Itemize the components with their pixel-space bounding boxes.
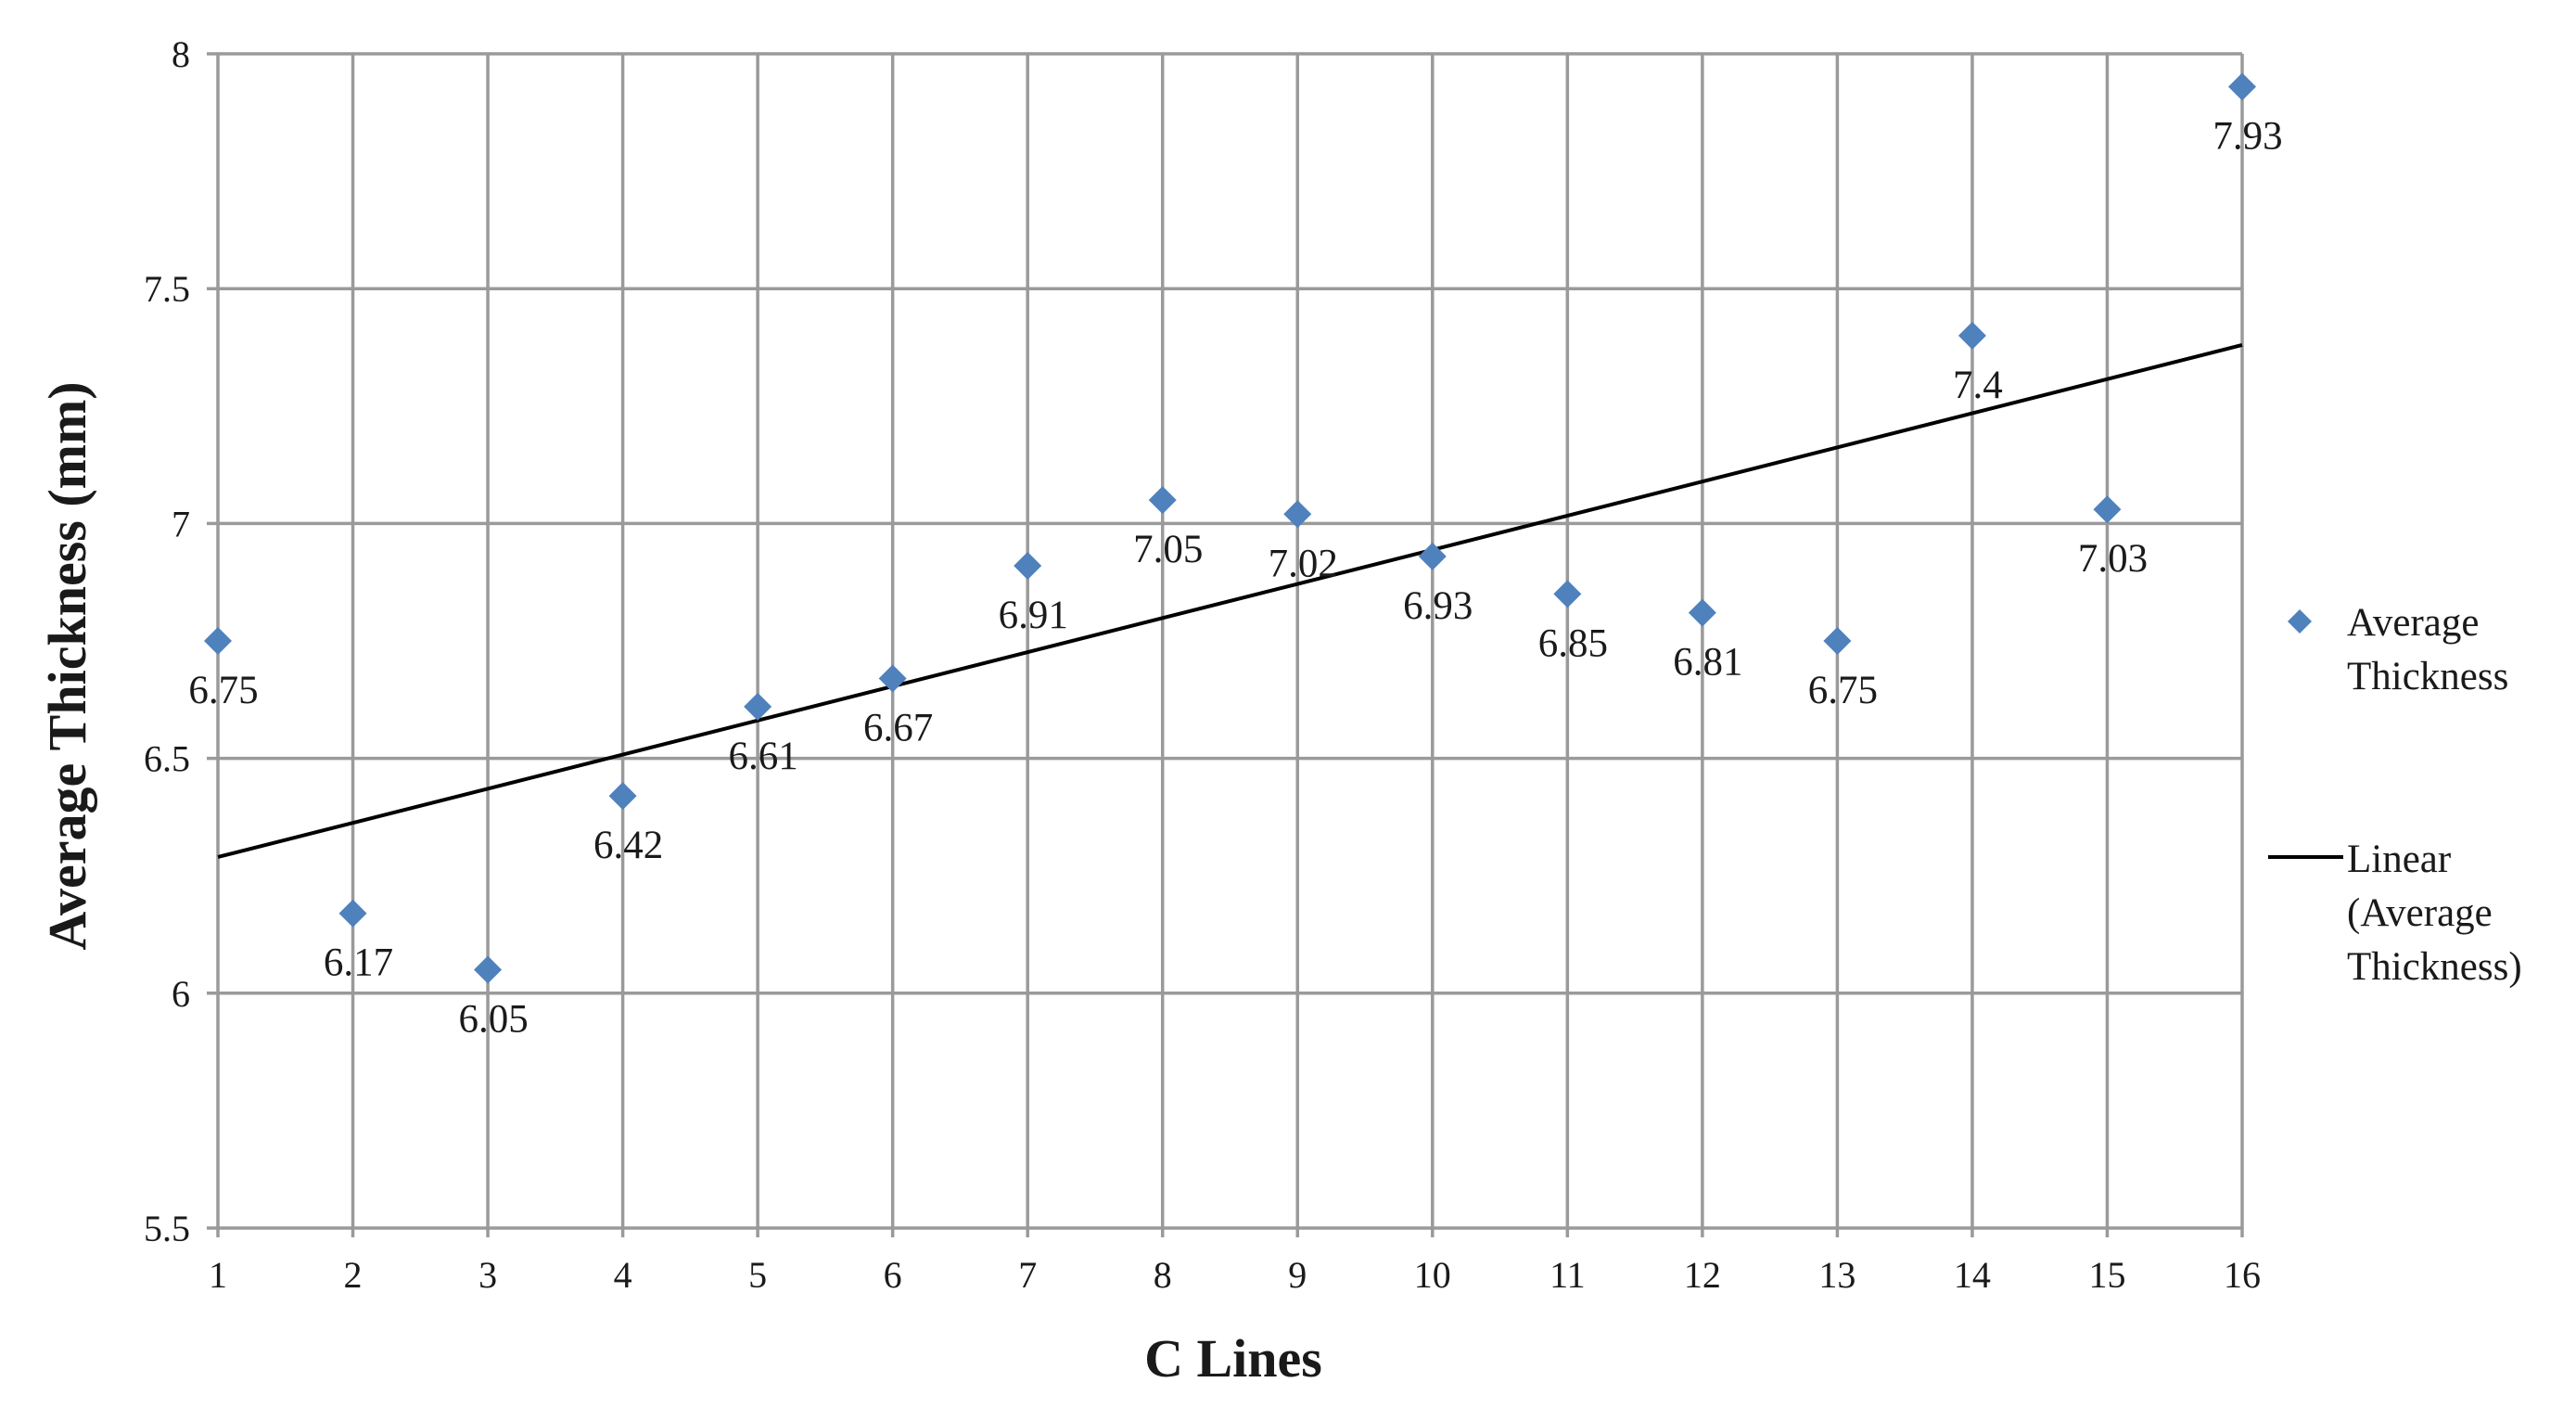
data-label: 6.17 — [324, 941, 393, 985]
legend-label-line-1: Average — [2347, 601, 2479, 645]
y-tick-label: 6.5 — [144, 738, 190, 780]
data-label: 7.03 — [2078, 537, 2148, 581]
data-point — [744, 692, 772, 721]
data-label: 6.42 — [593, 824, 663, 867]
data-point — [1148, 486, 1177, 515]
data-point — [1553, 580, 1582, 608]
y-tick-label: 5.5 — [144, 1208, 190, 1249]
data-points — [204, 72, 2256, 984]
data-label: 6.91 — [999, 594, 1068, 637]
x-tick-label: 16 — [2224, 1254, 2261, 1296]
y-tick-label: 7.5 — [144, 268, 190, 310]
data-label: 6.93 — [1403, 584, 1473, 628]
data-labels: 6.75 6.17 6.05 6.42 6.61 6.67 6.91 7.05 7.02 6.93… — [188, 114, 2282, 1041]
data-point — [338, 899, 367, 928]
data-point — [878, 664, 907, 693]
y-tick-label: 7 — [172, 503, 190, 544]
x-tick-label: 2 — [344, 1254, 363, 1296]
data-point — [608, 782, 637, 811]
data-label: 7.02 — [1269, 542, 1338, 585]
legend: Average Thickness Linear (Average Thickn… — [2268, 601, 2522, 989]
x-tick-label: 5 — [748, 1254, 767, 1296]
x-tick-label: 8 — [1154, 1254, 1172, 1296]
data-label: 6.05 — [458, 997, 528, 1041]
data-label: 6.75 — [188, 669, 258, 712]
y-tick-label: 8 — [172, 33, 190, 75]
data-label: 6.67 — [863, 707, 933, 750]
x-tick-label: 15 — [2088, 1254, 2125, 1296]
legend-trend-label-line-1: Linear — [2347, 838, 2451, 881]
legend-trend-label-line-3: Thickness) — [2347, 945, 2522, 989]
y-tick-label: 6 — [172, 973, 190, 1015]
x-tick-label: 7 — [1018, 1254, 1037, 1296]
data-label: 6.85 — [1538, 621, 1608, 665]
data-point — [1418, 542, 1447, 570]
data-label: 7.93 — [2213, 114, 2282, 158]
x-tick-label: 1 — [209, 1254, 227, 1296]
data-point — [1823, 627, 1852, 655]
grid — [207, 52, 2244, 1237]
data-point — [204, 627, 232, 655]
x-axis-title: C Lines — [1144, 1328, 1322, 1389]
data-point — [474, 955, 503, 984]
data-point — [1688, 598, 1716, 627]
data-label: 7.4 — [1953, 364, 2003, 407]
x-tick-label: 10 — [1414, 1254, 1451, 1296]
trendline-group — [217, 343, 2243, 859]
data-label: 6.75 — [1808, 669, 1878, 712]
x-tick-label: 12 — [1684, 1254, 1721, 1296]
data-label: 7.05 — [1133, 528, 1203, 571]
trendline — [217, 343, 2243, 859]
y-axis-title: Average Thickness (mm) — [37, 381, 97, 950]
x-tick-label: 11 — [1549, 1254, 1586, 1296]
x-tick-label: 6 — [884, 1254, 902, 1296]
data-point — [2093, 495, 2122, 524]
x-tick-label: 9 — [1288, 1254, 1307, 1296]
x-tick-label: 14 — [1954, 1254, 1991, 1296]
legend-marker-average-thickness — [2288, 609, 2312, 634]
data-label: 6.61 — [729, 735, 798, 778]
x-tick-labels: 1 2 3 4 5 6 7 8 9 10 11 12 13 14 15 16 — [209, 1254, 2261, 1296]
data-label: 6.81 — [1673, 641, 1742, 685]
legend-label-line-2: Thickness — [2347, 655, 2508, 698]
y-tick-labels: 5.5 6 6.5 7 7.5 8 — [144, 33, 190, 1249]
legend-trend-label-line-2: (Average — [2347, 891, 2493, 935]
x-tick-label: 4 — [614, 1254, 632, 1296]
data-point — [2228, 72, 2256, 101]
x-tick-label: 13 — [1818, 1254, 1855, 1296]
data-point — [1283, 500, 1312, 529]
data-point — [1958, 321, 1986, 350]
x-tick-label: 3 — [478, 1254, 497, 1296]
data-point — [1014, 551, 1042, 580]
